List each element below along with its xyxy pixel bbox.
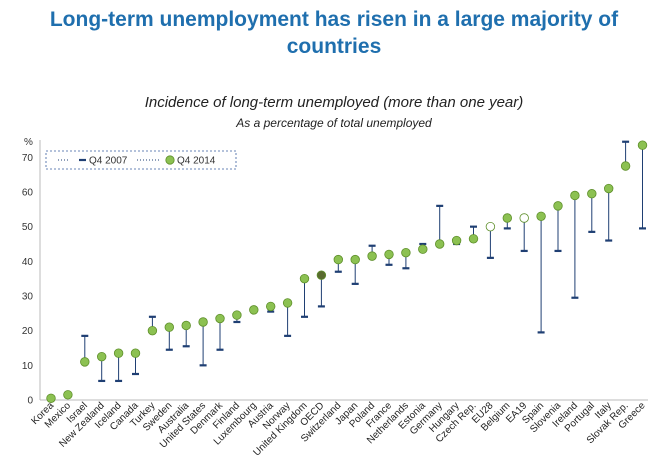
- marker-q4-2014: [536, 211, 546, 221]
- y-tick-label: 20: [22, 326, 34, 337]
- marker-q4-2014: [80, 357, 90, 367]
- marker-q4-2014: [435, 239, 445, 249]
- marker-q4-2014: [46, 393, 56, 403]
- marker-q4-2014: [198, 317, 208, 327]
- chart-subtitle: As a percentage of total unemployed: [236, 116, 432, 130]
- marker-q4-2014: [637, 140, 648, 150]
- legend-marker-q4-2014: [165, 155, 175, 165]
- marker-q4-2014: [316, 270, 327, 280]
- marker-q4-2014: [502, 213, 513, 223]
- marker-q4-2014: [604, 183, 614, 194]
- marker-q4-2014: [519, 213, 529, 223]
- marker-q4-2014: [282, 298, 293, 308]
- marker-q4-2014: [299, 273, 310, 284]
- marker-q4-2014: [570, 190, 580, 201]
- marker-q4-2014: [130, 348, 141, 358]
- marker-q4-2014: [63, 390, 73, 400]
- y-tick-label: 70: [22, 153, 34, 164]
- marker-q4-2014: [333, 254, 344, 265]
- marker-q4-2014: [451, 235, 462, 246]
- y-tick-label: 10: [22, 361, 34, 372]
- marker-q4-2014: [418, 244, 428, 254]
- marker-q4-2014: [384, 249, 394, 260]
- marker-q4-2014: [553, 201, 563, 211]
- marker-q4-2014: [468, 234, 479, 244]
- marker-q4-2014: [147, 325, 158, 336]
- marker-q4-2014: [215, 313, 225, 324]
- y-axis-unit-label: %: [24, 137, 33, 148]
- marker-q4-2014: [164, 322, 175, 332]
- marker-q4-2014: [367, 251, 377, 261]
- marker-q4-2014: [232, 310, 242, 320]
- marker-q4-2014: [249, 305, 259, 315]
- marker-q4-2014: [401, 247, 411, 258]
- marker-q4-2014: [587, 189, 597, 199]
- chart-title: Incidence of long-term unemployed (more …: [144, 94, 524, 111]
- marker-q4-2014: [620, 161, 631, 171]
- y-tick-label: 50: [22, 222, 34, 233]
- legend-label-q4-2007: Q4 2007: [89, 156, 128, 167]
- y-tick-label: 30: [22, 292, 34, 303]
- marker-q4-2014: [485, 221, 496, 232]
- marker-q4-2014: [181, 320, 191, 331]
- marker-q4-2014: [266, 301, 276, 312]
- y-tick-label: 40: [22, 257, 34, 268]
- headline-line-2: countries: [286, 35, 382, 58]
- marker-q4-2014: [113, 348, 124, 358]
- legend-label-q4-2014: Q4 2014: [177, 156, 216, 167]
- headline: Long-term unemployment has risen in a la…: [0, 6, 668, 60]
- headline-line-1: Long-term unemployment has risen in a la…: [49, 8, 619, 31]
- marker-q4-2014: [350, 254, 360, 265]
- marker-q4-2014: [96, 351, 107, 362]
- y-tick-label: 60: [22, 188, 34, 199]
- y-tick-label: 0: [27, 396, 33, 407]
